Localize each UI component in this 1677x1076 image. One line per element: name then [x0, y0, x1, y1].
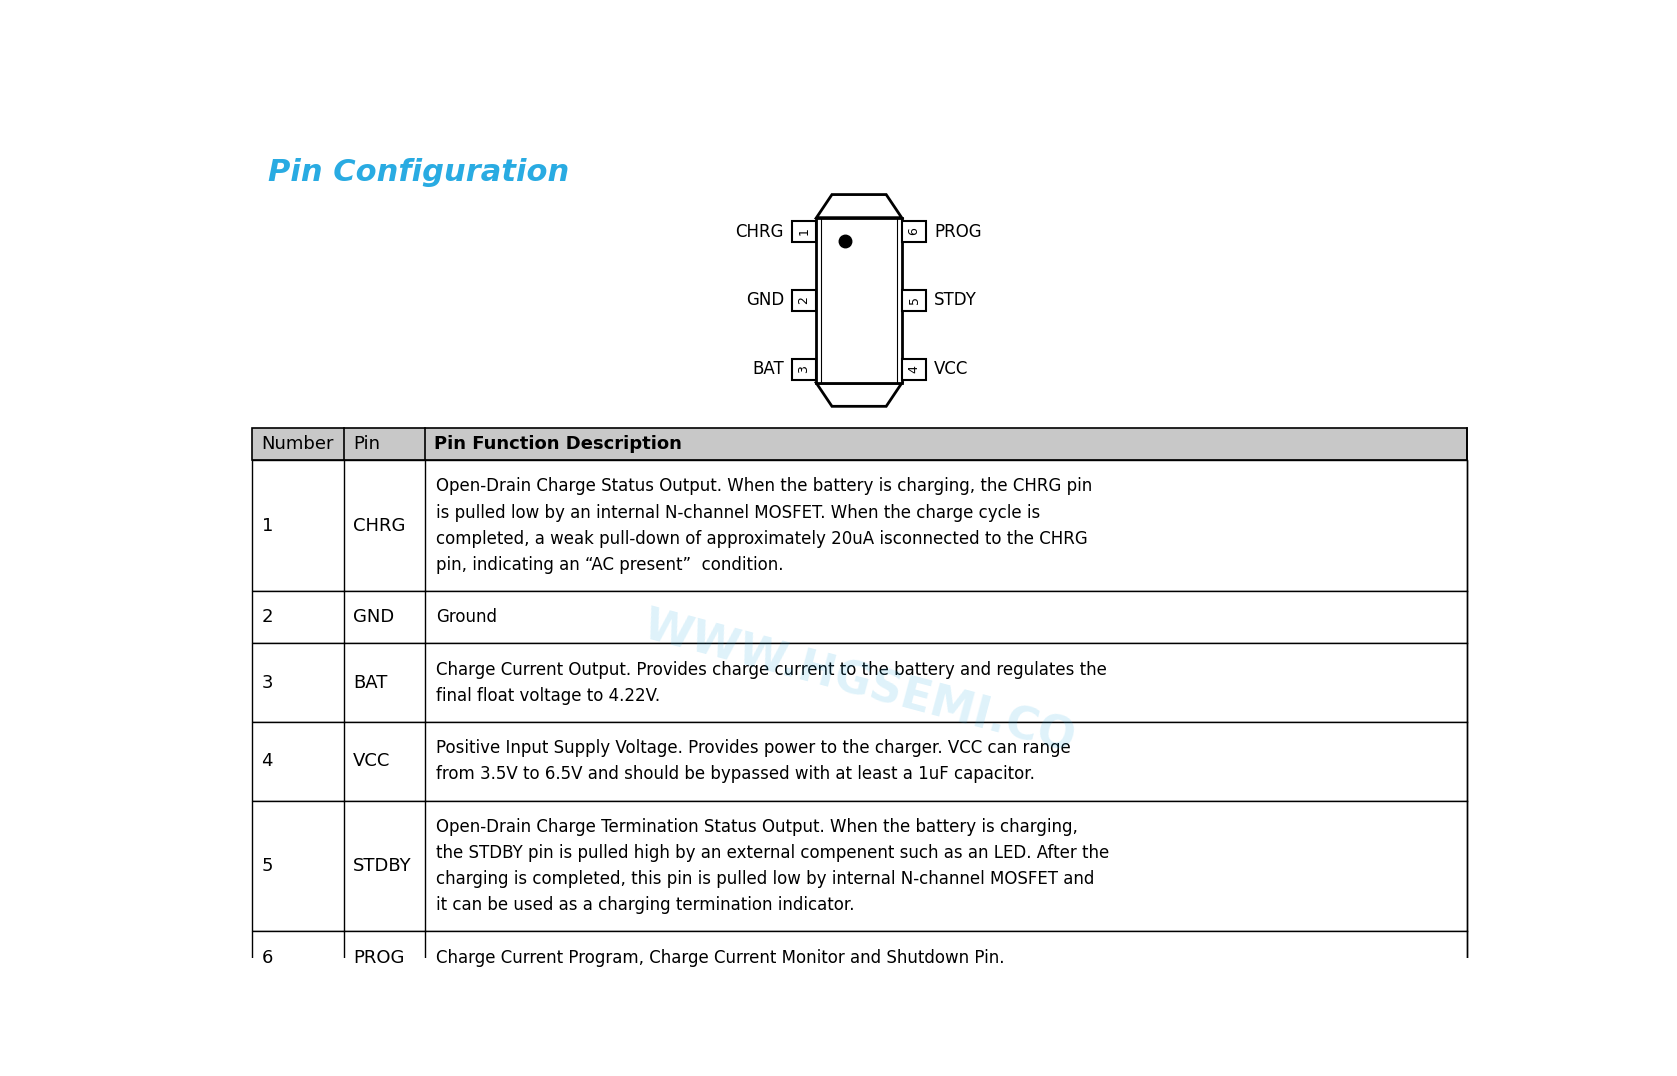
Text: BAT: BAT	[753, 360, 783, 379]
Text: Ground: Ground	[436, 608, 496, 626]
Bar	[252, 428, 1467, 461]
Text: 4: 4	[907, 366, 921, 373]
Text: VCC: VCC	[934, 360, 969, 379]
Text: Open-Drain Charge Termination Status Output. When the battery is charging,: Open-Drain Charge Termination Status Out…	[436, 818, 1078, 836]
Text: 5: 5	[907, 297, 921, 305]
Text: PROG: PROG	[934, 223, 981, 241]
Text: Number: Number	[262, 435, 334, 453]
Text: Charge Current Output. Provides charge current to the battery and regulates the: Charge Current Output. Provides charge c…	[436, 661, 1107, 679]
Text: Pin Function Description: Pin Function Description	[434, 435, 683, 453]
Text: Positive Input Supply Voltage. Provides power to the charger. VCC can range: Positive Input Supply Voltage. Provides …	[436, 739, 1070, 758]
Bar	[902, 289, 926, 311]
Bar	[252, 932, 1467, 983]
Text: BAT: BAT	[352, 674, 387, 692]
Text: 4: 4	[262, 752, 273, 770]
Bar	[902, 221, 926, 242]
Text: CHRG: CHRG	[352, 516, 406, 535]
Text: charging is completed, this pin is pulled low by internal N-channel MOSFET and: charging is completed, this pin is pulle…	[436, 870, 1095, 888]
Bar	[902, 358, 926, 380]
Polygon shape	[817, 195, 902, 217]
Text: WWW.HGSEMI.CO: WWW.HGSEMI.CO	[639, 605, 1080, 762]
Bar	[792, 289, 817, 311]
Text: completed, a weak pull-down of approximately 20uA isconnected to the CHRG: completed, a weak pull-down of approxima…	[436, 529, 1088, 548]
Text: 1: 1	[262, 516, 273, 535]
Text: STDBY: STDBY	[352, 856, 411, 875]
Bar	[252, 461, 1467, 591]
Text: is pulled low by an internal N-channel MOSFET. When the charge cycle is: is pulled low by an internal N-channel M…	[436, 504, 1040, 522]
Text: 1: 1	[798, 228, 810, 236]
Text: Open-Drain Charge Status Output. When the battery is charging, the CHRG pin: Open-Drain Charge Status Output. When th…	[436, 478, 1092, 495]
Text: GND: GND	[746, 292, 783, 310]
Text: VCC: VCC	[352, 752, 391, 770]
Text: Pin: Pin	[352, 435, 381, 453]
Bar	[252, 801, 1467, 932]
Text: PROG: PROG	[352, 949, 404, 966]
Text: from 3.5V to 6.5V and should be bypassed with at least a 1uF capacitor.: from 3.5V to 6.5V and should be bypassed…	[436, 765, 1035, 783]
Text: Charge Current Program, Charge Current Monitor and Shutdown Pin.: Charge Current Program, Charge Current M…	[436, 949, 1005, 966]
Bar	[252, 722, 1467, 801]
Text: 6: 6	[907, 228, 921, 236]
Text: CHRG: CHRG	[736, 223, 783, 241]
Text: GND: GND	[352, 608, 394, 626]
Bar	[252, 591, 1467, 643]
Bar	[792, 358, 817, 380]
Text: 5: 5	[262, 856, 273, 875]
Text: Pin Configuration: Pin Configuration	[268, 158, 569, 187]
Text: 2: 2	[262, 608, 273, 626]
Bar	[792, 221, 817, 242]
Text: 3: 3	[798, 366, 810, 373]
Text: it can be used as a charging termination indicator.: it can be used as a charging termination…	[436, 896, 854, 915]
Text: pin, indicating an “AC present”  condition.: pin, indicating an “AC present” conditio…	[436, 556, 783, 574]
Text: final float voltage to 4.22V.: final float voltage to 4.22V.	[436, 686, 661, 705]
Text: 3: 3	[262, 674, 273, 692]
Bar	[252, 643, 1467, 722]
Bar	[817, 217, 902, 383]
Text: STDY: STDY	[934, 292, 978, 310]
Text: the STDBY pin is pulled high by an external compenent such as an LED. After the: the STDBY pin is pulled high by an exter…	[436, 844, 1108, 862]
Polygon shape	[817, 383, 902, 407]
Text: 6: 6	[262, 949, 273, 966]
Text: 2: 2	[798, 297, 810, 305]
